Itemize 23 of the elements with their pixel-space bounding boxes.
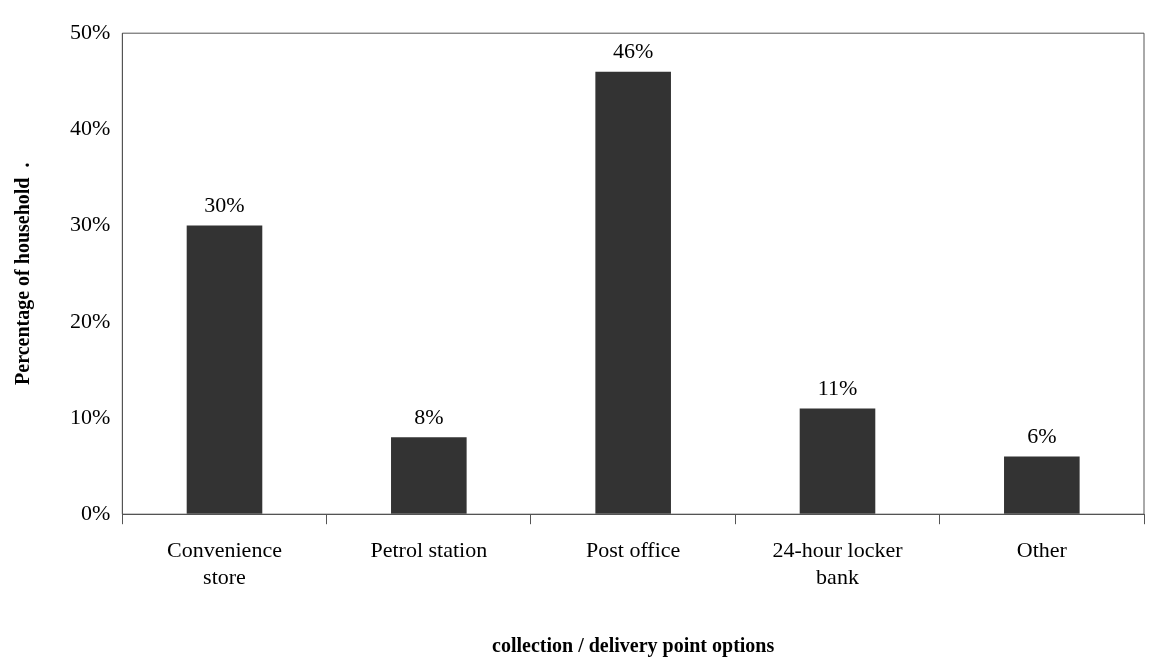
y-tick-label: 0% (81, 499, 111, 525)
y-tick-label: 10% (70, 403, 111, 429)
x-axis-title: collection / delivery point options (492, 634, 775, 658)
bar (799, 408, 876, 514)
bar (1004, 456, 1080, 514)
x-tick-label: Petrol station (370, 537, 488, 563)
x-tick-label: Other (1016, 537, 1068, 563)
y-tick-label: 30% (70, 211, 111, 237)
data-label: 46% (613, 38, 654, 64)
x-tick-label: Post office (586, 537, 681, 563)
y-tick-label: 50% (70, 18, 111, 44)
bar (186, 225, 263, 514)
data-label: 11% (817, 375, 858, 401)
data-label: 30% (204, 192, 245, 218)
bar (595, 71, 671, 514)
data-label: 8% (414, 404, 444, 430)
y-tick-label: 20% (70, 307, 111, 333)
x-tick-label: Convenience store (167, 537, 282, 589)
y-axis-title: Percentage of household . (11, 162, 35, 385)
data-label: 6% (1027, 423, 1057, 449)
bar (391, 437, 467, 514)
x-tick-label: 24-hour locker bank (772, 537, 904, 589)
y-tick-label: 40% (70, 115, 111, 141)
